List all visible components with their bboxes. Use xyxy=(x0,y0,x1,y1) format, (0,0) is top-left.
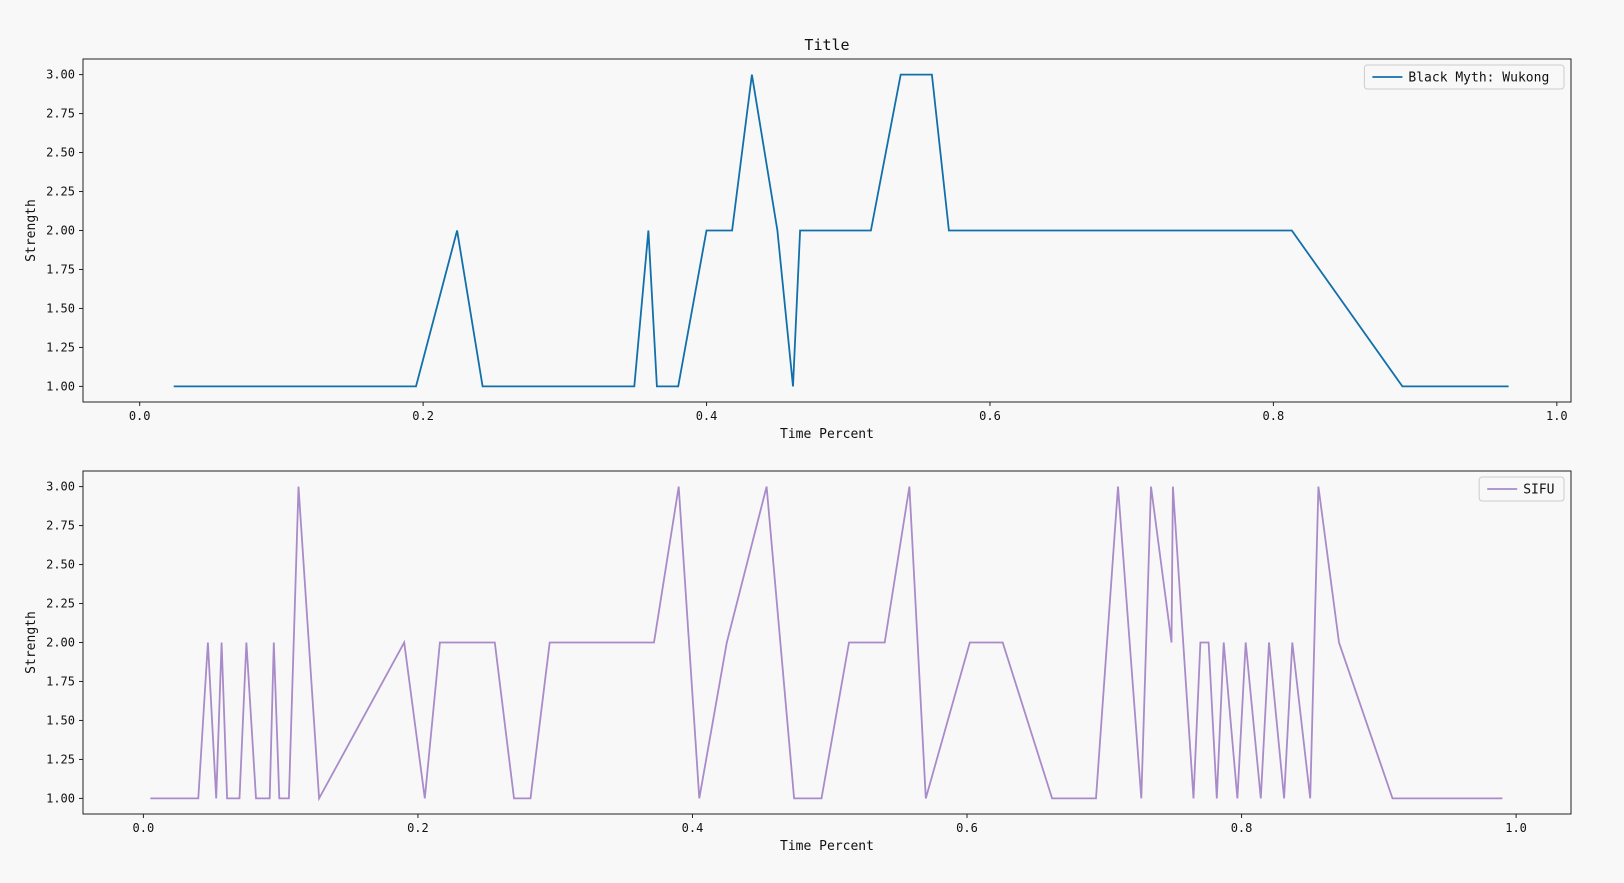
chart1-xtick-label: 0.6 xyxy=(956,821,978,835)
chart0-ytick-label: 1.25 xyxy=(46,340,75,354)
chart0-legend: Black Myth: Wukong xyxy=(1363,64,1565,90)
chart0-legend-label: Black Myth: Wukong xyxy=(1408,71,1549,86)
chart0-ytick-label: 1.75 xyxy=(46,262,75,276)
chart0-xlabel: Time Percent xyxy=(780,427,874,442)
chart1-ylabel: Strength xyxy=(24,611,39,674)
chart1-ytick-label: 1.50 xyxy=(46,713,75,727)
chart1-ytick-label: 1.00 xyxy=(46,791,75,805)
chart1-ytick-label: 2.50 xyxy=(46,558,75,572)
chart0-legend-box xyxy=(1363,64,1565,90)
chart1-axes-frame xyxy=(82,470,1572,815)
chart0-ytick-label: 2.50 xyxy=(46,146,75,160)
chart1-ytick-label: 2.00 xyxy=(46,636,75,650)
chart0-xtick-label: 0.0 xyxy=(129,409,151,423)
chart1-ytick-label: 2.25 xyxy=(46,597,75,611)
chart0-xtick-label: 0.6 xyxy=(979,409,1001,423)
chart1-ytick-label: 1.25 xyxy=(46,752,75,766)
chart0-title: Title xyxy=(804,36,849,54)
chart1-xtick-label: 1.0 xyxy=(1505,821,1527,835)
chart1-ytick-label: 2.75 xyxy=(46,519,75,533)
chart0-ylabel: Strength xyxy=(24,199,39,262)
chart0-axes-frame xyxy=(82,58,1572,403)
chart1-xtick-label: 0.8 xyxy=(1231,821,1253,835)
chart1-xtick-label: 0.0 xyxy=(133,821,155,835)
chart0-xtick-label: 1.0 xyxy=(1546,409,1568,423)
chart0-ytick-label: 2.25 xyxy=(46,185,75,199)
chart-sifu: 1.00 1.25 1.50 1.75 2.00 2.25 2.50 2.75 3.00 0.0 0… xyxy=(24,470,1572,854)
chart1-ytick-label: 1.75 xyxy=(46,674,75,688)
chart1-legend: SIFU xyxy=(1478,476,1565,502)
chart0-xtick-label: 0.2 xyxy=(412,409,434,423)
chart1-ytick-label: 3.00 xyxy=(46,480,75,494)
chart-wukong: Title 1.00 1.25 1.50 1.75 2.00 2.25 2.50 2.75 3.0… xyxy=(24,36,1572,442)
chart1-legend-box xyxy=(1478,476,1565,502)
chart1-legend-label: SIFU xyxy=(1523,483,1554,498)
chart1-xtick-label: 0.2 xyxy=(407,821,429,835)
chart0-ytick-label: 1.50 xyxy=(46,301,75,315)
chart1-xlabel: Time Percent xyxy=(780,839,874,854)
chart0-ytick-label: 3.00 xyxy=(46,68,75,82)
chart0-xtick-label: 0.8 xyxy=(1263,409,1285,423)
chart1-series-line-0 xyxy=(150,486,1503,802)
chart0-ytick-label: 1.00 xyxy=(46,379,75,393)
chart1-xtick-label: 0.4 xyxy=(682,821,704,835)
chart0-ytick-label: 2.75 xyxy=(46,107,75,121)
chart0-series-line-0 xyxy=(173,73,1509,388)
chart0-ytick-label: 2.00 xyxy=(46,224,75,238)
chart0-xtick-label: 0.4 xyxy=(696,409,718,423)
